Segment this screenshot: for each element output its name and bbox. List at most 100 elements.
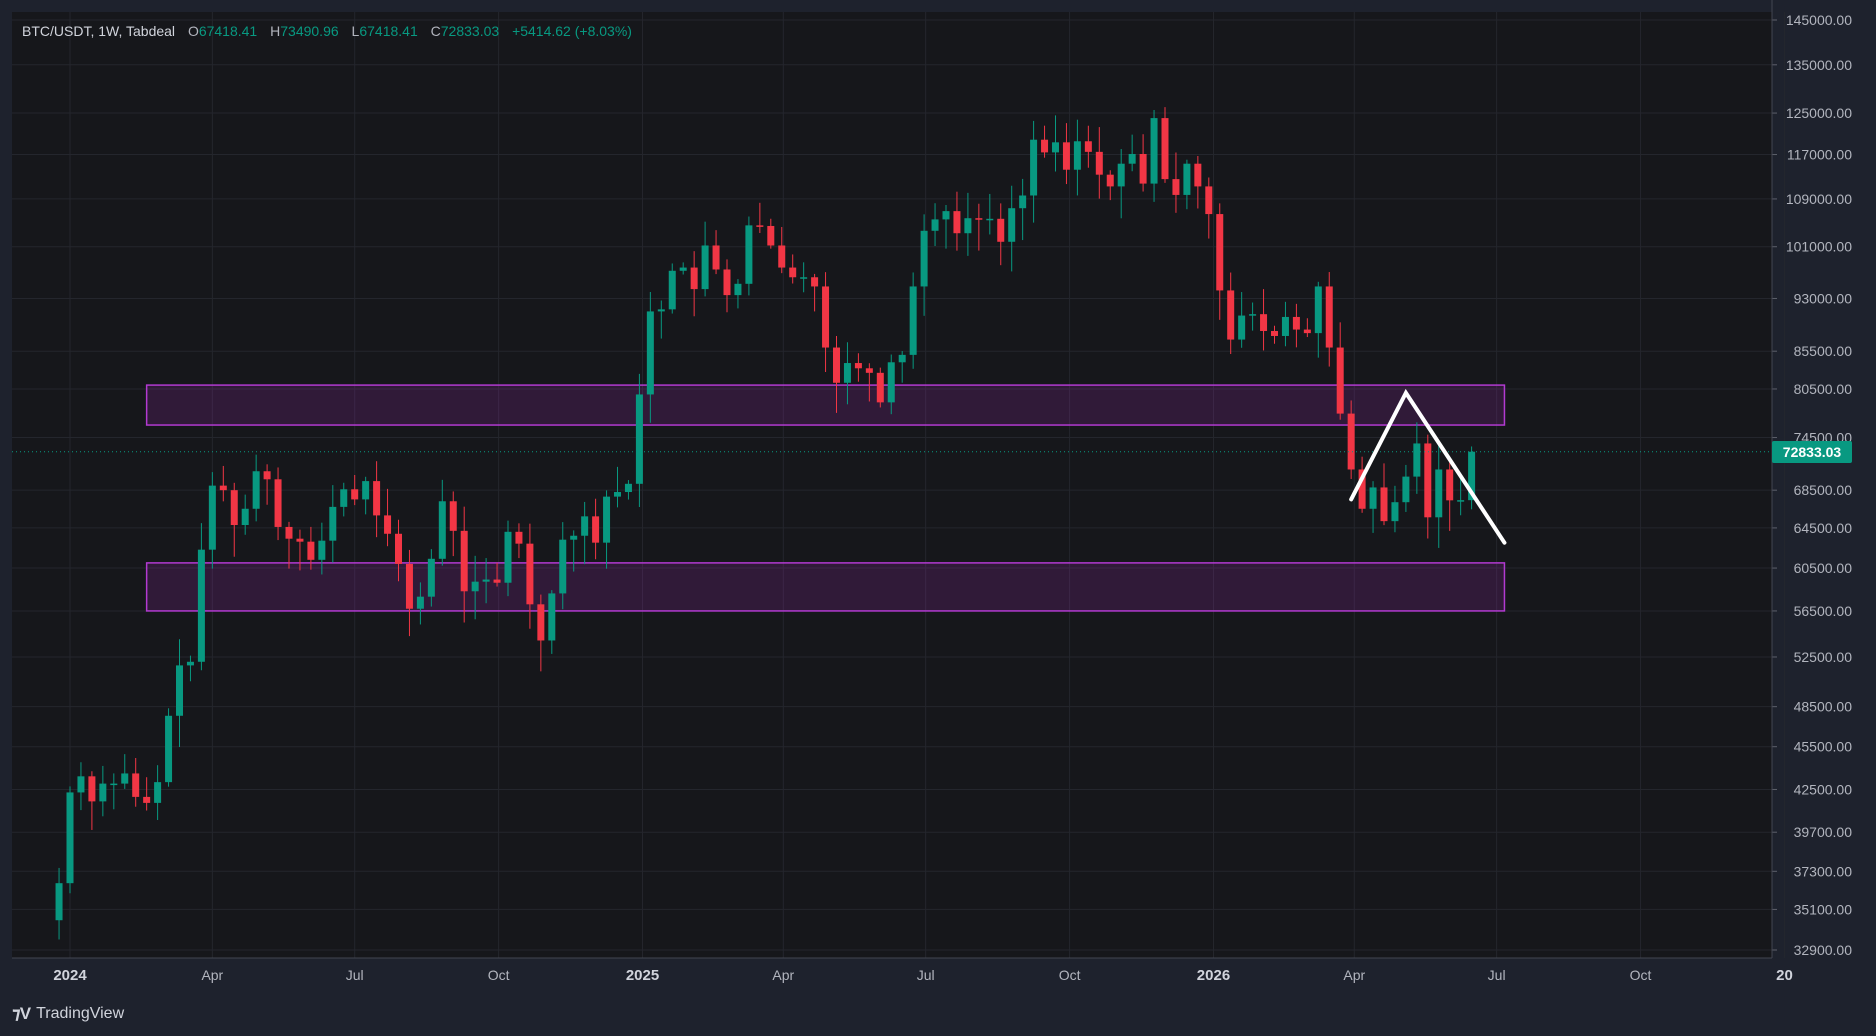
candle: [1292, 303, 1300, 348]
y-tick-label: 117000.00: [1787, 147, 1852, 163]
candle: [865, 363, 873, 402]
candle-body: [1139, 153, 1147, 184]
x-tick-label: Apr: [772, 967, 794, 983]
candle: [526, 523, 534, 629]
candle-body: [405, 563, 413, 609]
high-key: H: [270, 23, 281, 39]
candle: [548, 590, 556, 654]
candle: [515, 523, 523, 559]
candle-body: [384, 515, 392, 534]
candle: [964, 192, 972, 256]
candle: [1336, 322, 1344, 420]
candle-body: [1062, 142, 1070, 170]
candle: [1183, 159, 1191, 210]
candle-body: [449, 501, 457, 531]
candle-body: [263, 471, 271, 480]
candle: [197, 523, 205, 671]
candle-body: [745, 225, 753, 284]
candle-body: [1325, 286, 1333, 348]
candle-body: [329, 506, 337, 541]
candle-body: [252, 471, 260, 509]
candle-body: [197, 549, 205, 662]
candle-body: [1172, 179, 1180, 195]
tradingview-branding[interactable]: ⁊V TradingView: [12, 1004, 124, 1024]
candle-body: [241, 508, 249, 526]
candle: [1150, 109, 1158, 202]
candle: [493, 562, 501, 587]
candle: [1380, 463, 1388, 526]
low-key: L: [351, 23, 360, 39]
candle-body: [811, 277, 819, 287]
candle: [143, 777, 151, 811]
high-value: 73490.96: [280, 23, 339, 39]
candle-body: [1073, 141, 1081, 170]
y-tick-label: 80500.00: [1794, 381, 1853, 397]
candle: [1347, 400, 1355, 479]
zone-rect: [145, 384, 1506, 426]
candle: [1424, 434, 1432, 539]
candle: [931, 203, 939, 247]
candle-body: [854, 363, 862, 369]
candle-body: [132, 773, 140, 797]
candle: [690, 251, 698, 317]
candle: [876, 367, 884, 408]
candle-body: [1380, 487, 1388, 522]
candle: [953, 191, 961, 251]
symbol-label[interactable]: BTC/USDT: [22, 23, 91, 39]
candle-body: [110, 783, 118, 786]
projection-path: [1349, 388, 1507, 545]
candle: [274, 467, 282, 541]
y-tick-label: 45500.00: [1794, 739, 1853, 755]
candle-body: [416, 596, 424, 609]
candle: [362, 476, 370, 515]
interval-label[interactable]: 1W: [98, 23, 119, 39]
candle-body: [1468, 451, 1476, 501]
candle: [449, 491, 457, 557]
candle-body: [1084, 141, 1092, 152]
candle: [920, 214, 928, 316]
candle-body: [953, 211, 961, 234]
candle: [55, 867, 63, 940]
candle-body: [340, 489, 348, 507]
candle: [1325, 272, 1333, 367]
candle-body: [887, 362, 895, 403]
candle: [1117, 149, 1125, 219]
candle-body: [296, 538, 304, 542]
candle-body: [1391, 502, 1399, 522]
candle-body: [515, 531, 523, 544]
candle: [1084, 125, 1092, 168]
candle-body: [176, 665, 183, 716]
y-tick-label: 85500.00: [1794, 343, 1853, 359]
open-key: O: [187, 23, 199, 39]
candle-body: [1106, 174, 1114, 187]
candle: [1369, 481, 1377, 533]
candle: [186, 655, 194, 682]
candle-body: [1238, 315, 1246, 340]
candle-body: [1336, 347, 1344, 414]
candle-body: [1161, 118, 1169, 180]
candle: [154, 765, 162, 821]
candle-body: [865, 368, 873, 373]
candle-body: [438, 501, 446, 559]
candle-body: [767, 225, 775, 246]
candle: [1468, 446, 1476, 510]
candle-body: [1457, 500, 1465, 502]
candle: [307, 526, 315, 570]
candle-body: [646, 311, 654, 395]
candle: [1052, 115, 1059, 172]
candle: [329, 485, 337, 563]
candle-body: [1052, 142, 1059, 153]
candle-body: [997, 218, 1005, 242]
x-tick-label: 2024: [53, 967, 87, 984]
candle: [1238, 292, 1246, 348]
candle-body: [143, 796, 151, 803]
candle: [351, 475, 359, 506]
candle: [1161, 107, 1169, 183]
zone-rect: [145, 562, 1506, 612]
candle-body: [778, 245, 786, 268]
candle-body: [427, 558, 435, 597]
candle: [581, 501, 589, 565]
candle-body: [679, 267, 687, 271]
candle-body: [1095, 151, 1103, 175]
